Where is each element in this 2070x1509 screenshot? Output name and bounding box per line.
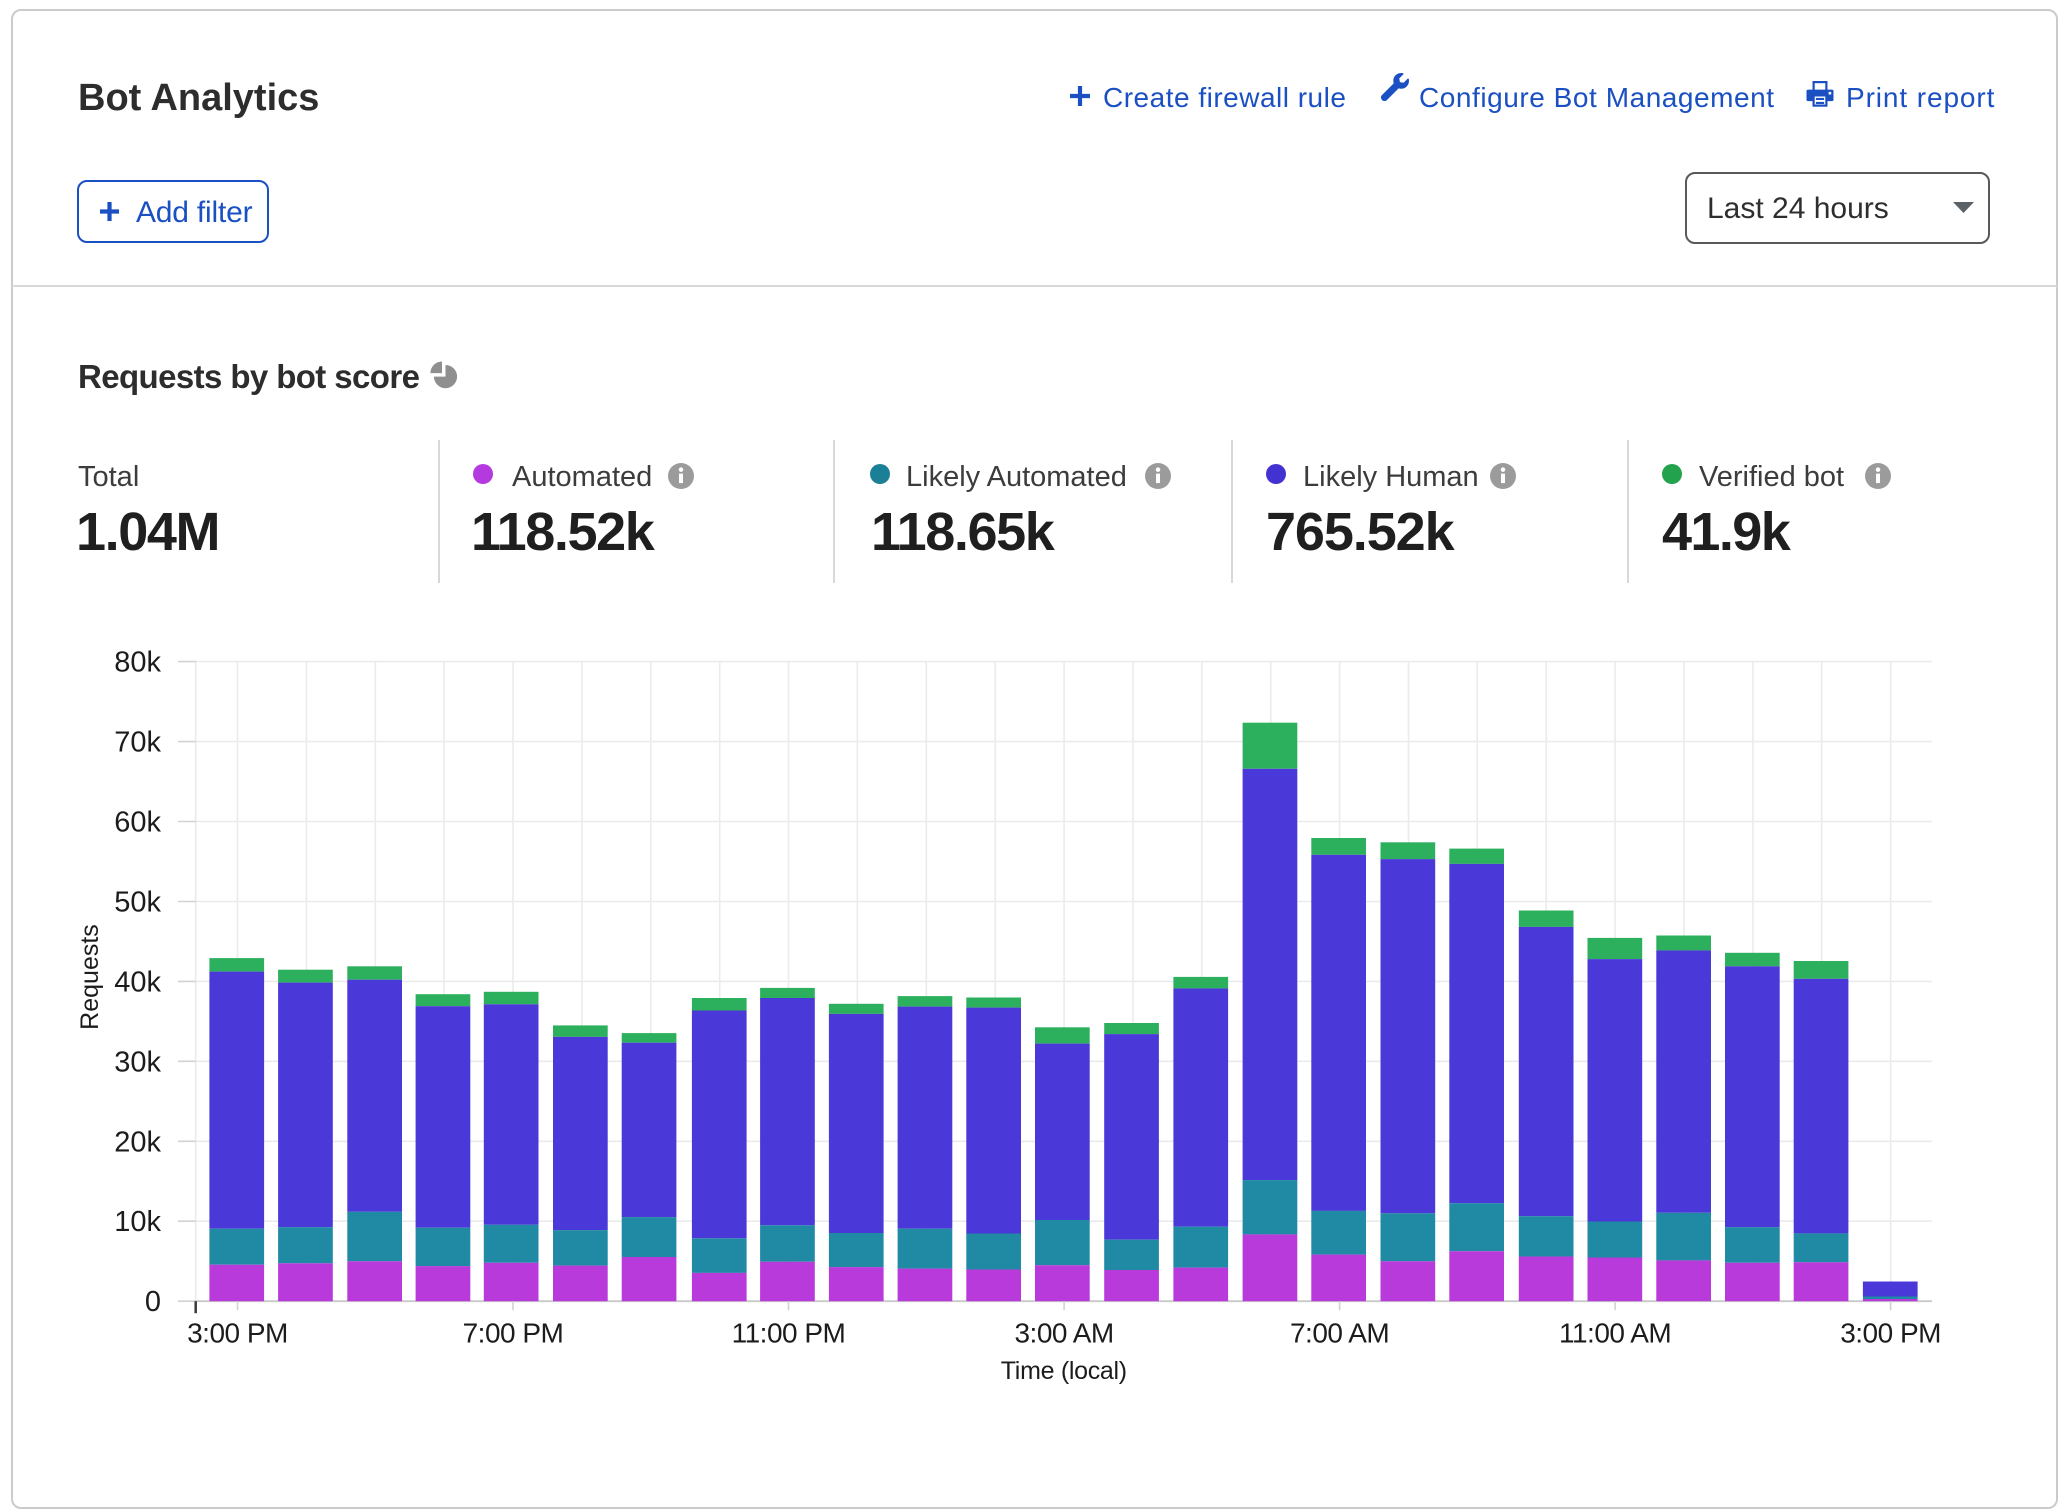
- svg-text:Requests: Requests: [76, 924, 104, 1030]
- svg-text:10k: 10k: [114, 1206, 161, 1238]
- svg-text:3:00 PM: 3:00 PM: [1840, 1318, 1941, 1349]
- svg-text:80k: 80k: [114, 647, 161, 679]
- svg-text:7:00 AM: 7:00 AM: [1290, 1318, 1389, 1349]
- svg-text:11:00 AM: 11:00 AM: [1559, 1318, 1671, 1349]
- svg-text:20k: 20k: [114, 1126, 161, 1158]
- svg-text:3:00 PM: 3:00 PM: [187, 1318, 288, 1349]
- svg-text:3:00 AM: 3:00 AM: [1014, 1318, 1113, 1349]
- svg-text:50k: 50k: [114, 887, 161, 919]
- svg-text:Time (local): Time (local): [1001, 1357, 1127, 1385]
- svg-text:60k: 60k: [114, 807, 161, 839]
- svg-text:7:00 PM: 7:00 PM: [463, 1318, 564, 1349]
- svg-text:30k: 30k: [114, 1046, 161, 1078]
- svg-text:40k: 40k: [114, 966, 161, 998]
- svg-text:11:00 PM: 11:00 PM: [732, 1318, 846, 1349]
- svg-text:0: 0: [145, 1286, 161, 1318]
- svg-text:70k: 70k: [114, 727, 161, 759]
